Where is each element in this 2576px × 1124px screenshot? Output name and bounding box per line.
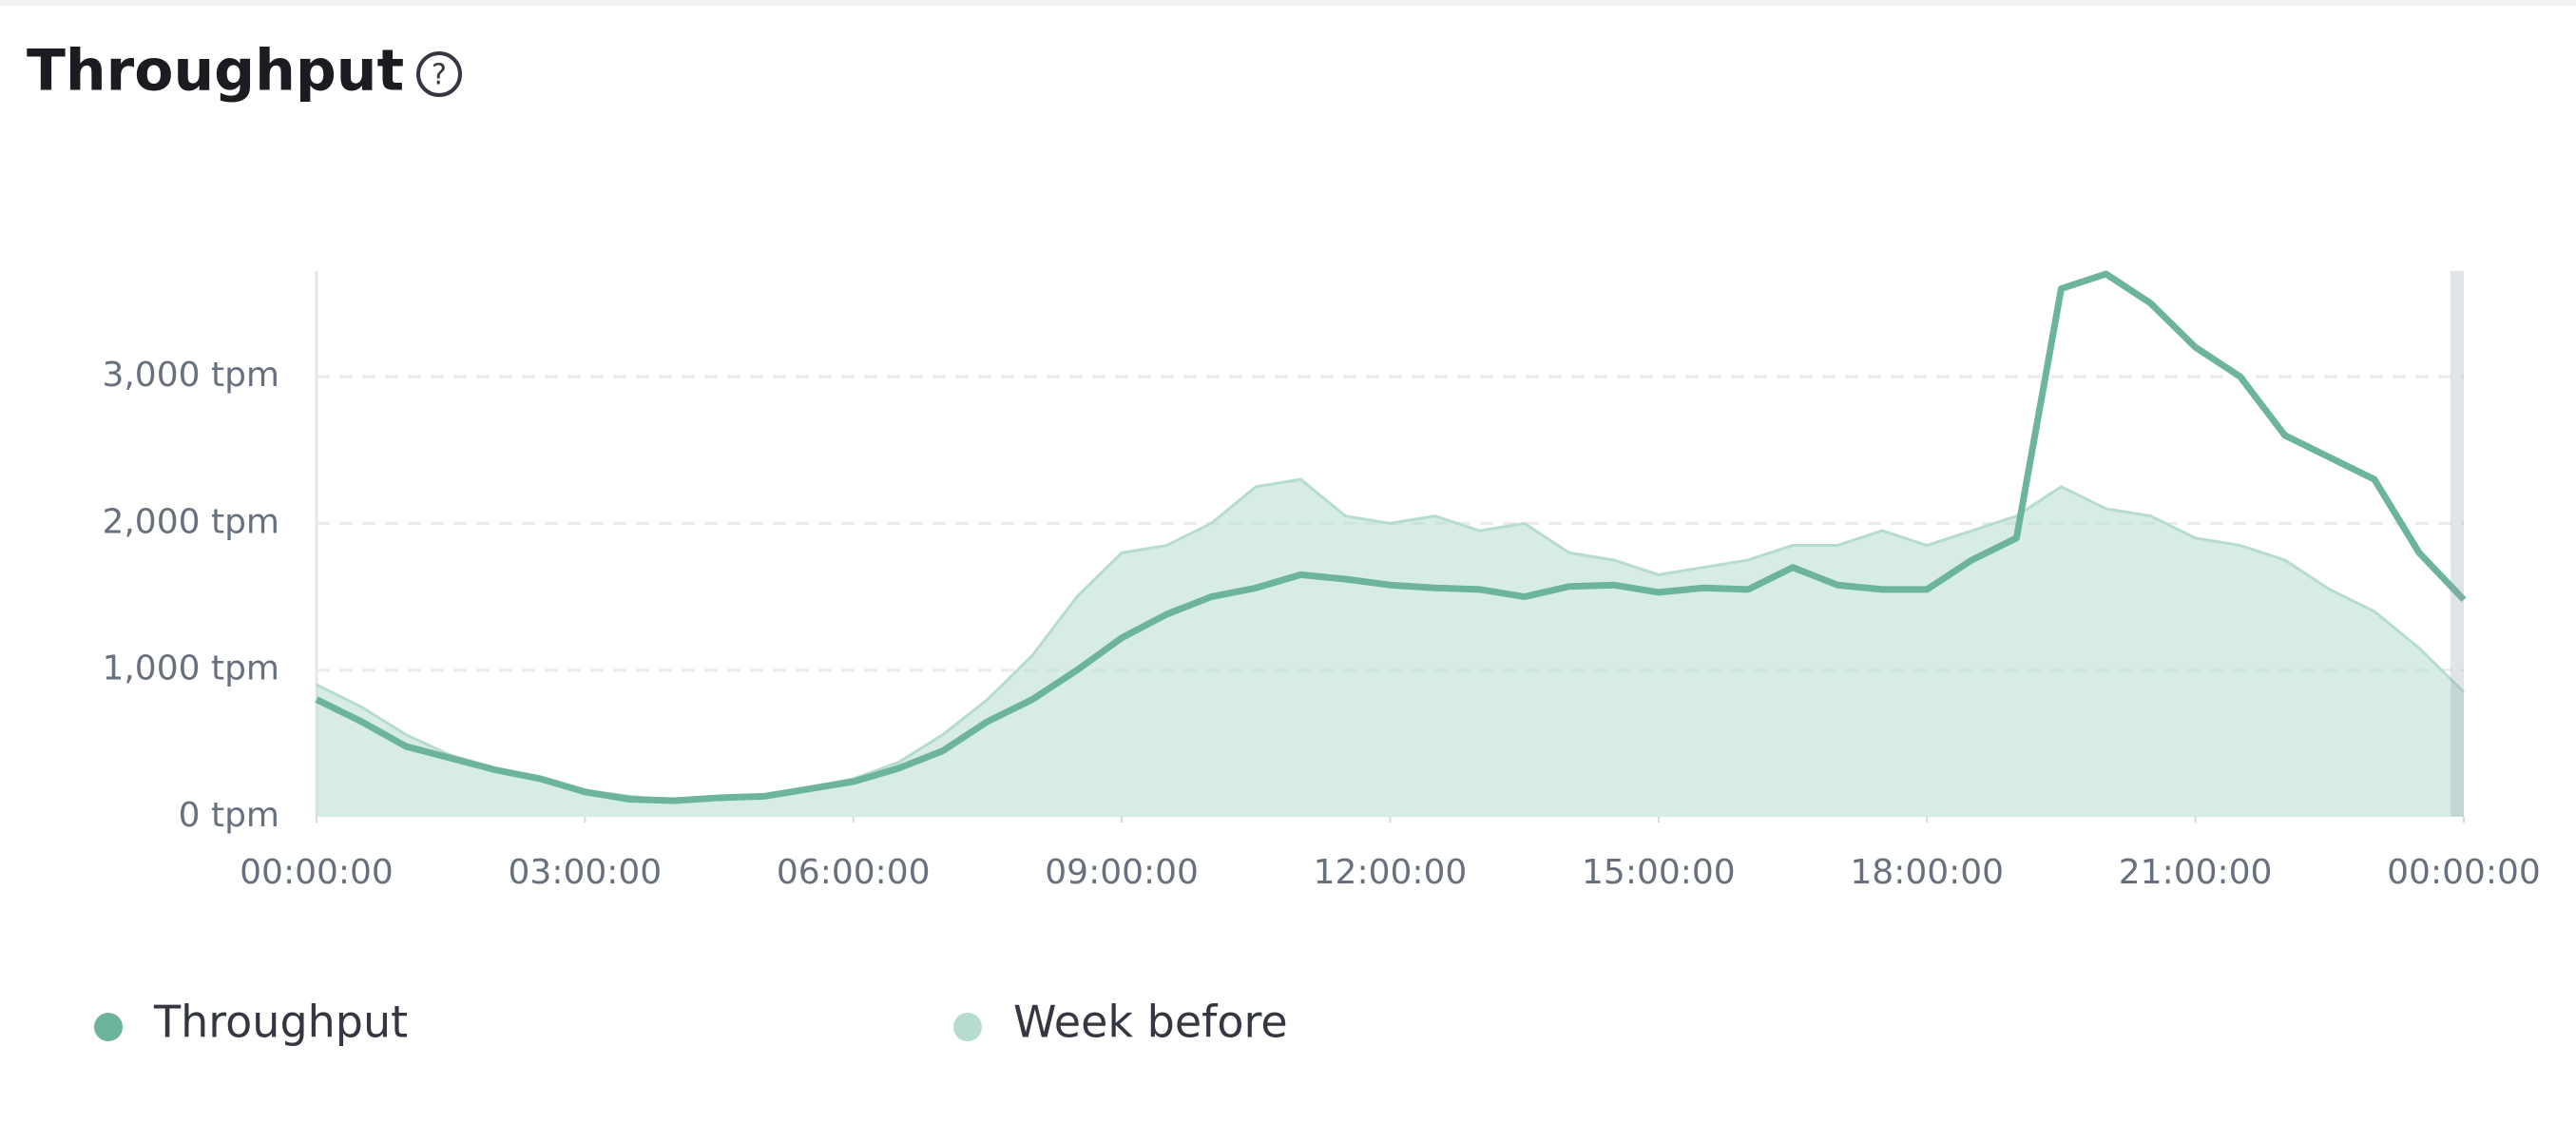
y-tick-label: 0 tpm [179,796,279,835]
help-icon[interactable]: ? [416,51,462,97]
legend-label[interactable]: Throughput [153,997,408,1048]
legend-label[interactable]: Week before [1013,997,1288,1048]
x-tick-label: 12:00:00 [1314,853,1468,892]
legend-dot [953,1013,982,1041]
y-tick-label: 1,000 tpm [102,649,279,688]
svg-text:?: ? [432,59,447,92]
x-tick-label: 15:00:00 [1582,853,1736,892]
area [317,479,2464,817]
y-tick-label: 3,000 tpm [102,356,279,395]
x-tick-label: 06:00:00 [777,853,931,892]
x-tick-label: 21:00:00 [2119,853,2273,892]
legend-dot [94,1013,123,1041]
cursor-band [2451,271,2464,817]
line [315,270,2467,804]
x-tick-label: 18:00:00 [1850,853,2004,892]
chart-title: Throughput [27,38,404,105]
x-tick-label: 00:00:00 [2387,853,2541,892]
x-tick-label: 09:00:00 [1045,853,1199,892]
x-tick-label: 03:00:00 [509,853,663,892]
x-tick-label: 00:00:00 [240,853,394,892]
top-shadow [0,0,2576,6]
y-tick-label: 2,000 tpm [102,502,279,541]
